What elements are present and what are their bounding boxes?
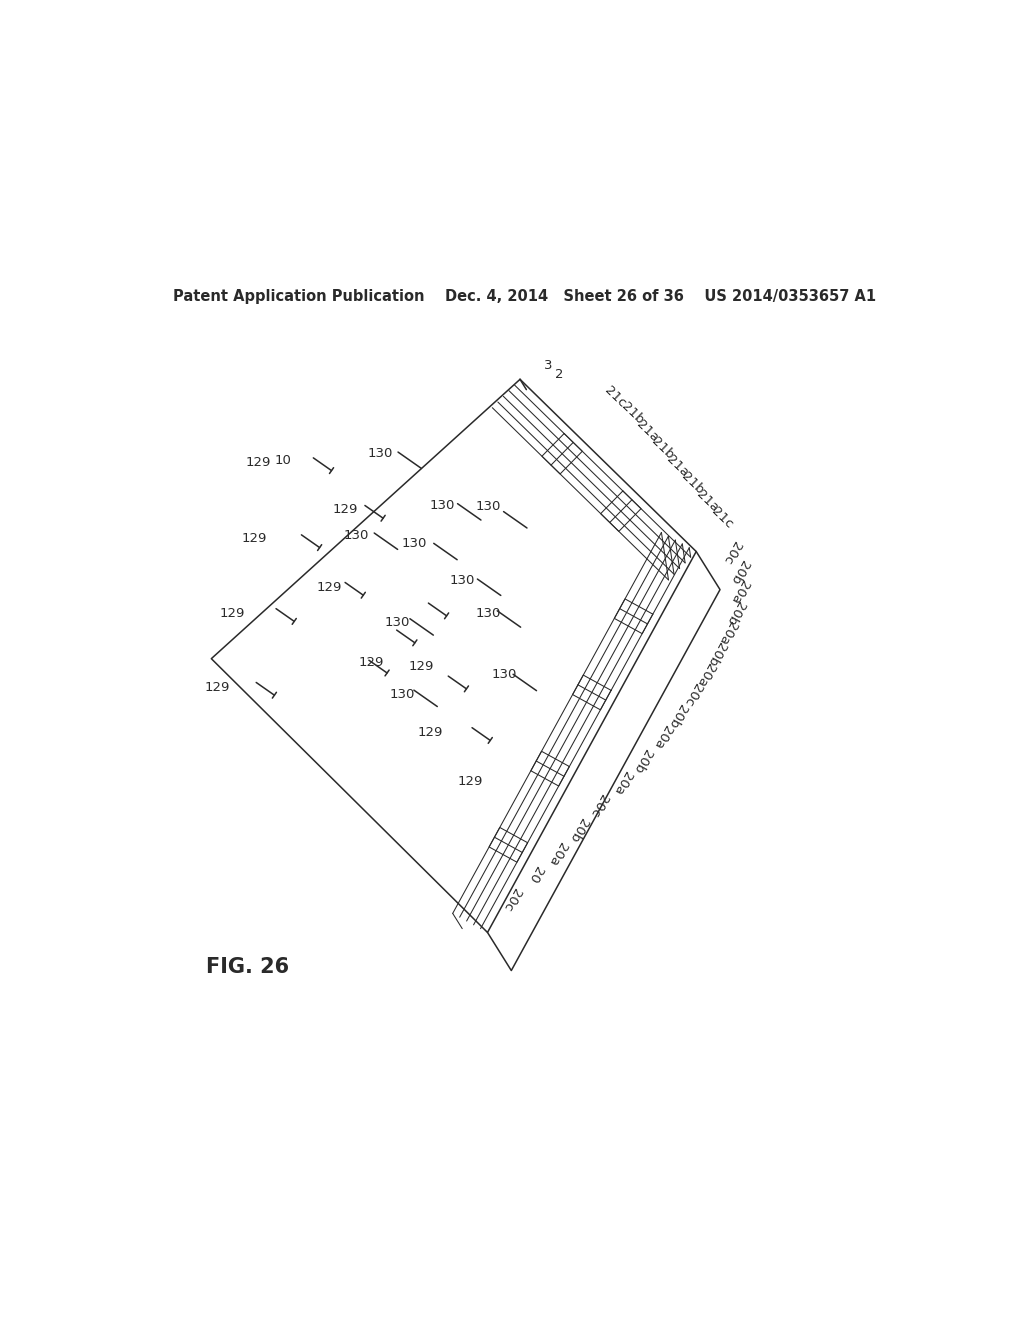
Text: 20b: 20b xyxy=(703,640,727,668)
Text: 21b: 21b xyxy=(649,436,676,462)
Text: 20c: 20c xyxy=(681,681,703,709)
Text: 129: 129 xyxy=(333,503,358,516)
Text: 130: 130 xyxy=(492,668,517,681)
Text: 20b: 20b xyxy=(727,558,752,586)
Text: 129: 129 xyxy=(458,775,482,788)
Text: 130: 130 xyxy=(430,499,455,512)
Text: 130: 130 xyxy=(450,574,475,587)
Text: 21a: 21a xyxy=(664,453,691,479)
Text: 21a: 21a xyxy=(634,417,660,445)
Text: 20c: 20c xyxy=(500,886,522,913)
Text: 20b: 20b xyxy=(666,701,689,730)
Text: 129: 129 xyxy=(242,532,267,545)
Text: Patent Application Publication    Dec. 4, 2014   Sheet 26 of 36    US 2014/03536: Patent Application Publication Dec. 4, 2… xyxy=(173,289,877,305)
Text: 3: 3 xyxy=(545,359,553,371)
Text: 129: 129 xyxy=(246,457,270,469)
Text: 21a: 21a xyxy=(694,487,721,515)
Text: 130: 130 xyxy=(401,537,427,550)
Text: 20a: 20a xyxy=(650,723,674,751)
Text: 129: 129 xyxy=(316,581,342,594)
Text: 20b: 20b xyxy=(630,747,653,775)
Text: 20: 20 xyxy=(525,863,545,884)
Text: 129: 129 xyxy=(418,726,443,739)
Text: 20a: 20a xyxy=(715,618,738,647)
Text: 130: 130 xyxy=(384,616,410,630)
Text: 129: 129 xyxy=(409,660,434,673)
Text: 130: 130 xyxy=(475,607,501,620)
Text: 21c: 21c xyxy=(710,504,735,531)
Text: 20a: 20a xyxy=(545,840,568,867)
Text: 129: 129 xyxy=(358,656,384,669)
Text: 130: 130 xyxy=(368,447,393,461)
Text: 21c: 21c xyxy=(602,383,629,409)
Text: 130: 130 xyxy=(344,529,370,543)
Text: 20a: 20a xyxy=(693,660,717,689)
Text: 20a: 20a xyxy=(610,768,634,796)
Text: 21b: 21b xyxy=(618,400,646,428)
Text: 130: 130 xyxy=(475,500,501,512)
Text: 130: 130 xyxy=(390,688,416,701)
Text: 20b: 20b xyxy=(566,816,590,845)
Text: 129: 129 xyxy=(219,607,245,620)
Text: 20b: 20b xyxy=(723,598,746,627)
Text: 10: 10 xyxy=(274,454,292,467)
Text: 20a: 20a xyxy=(728,578,752,606)
Text: FIG. 26: FIG. 26 xyxy=(206,957,289,977)
Text: 20c: 20c xyxy=(587,792,610,820)
Text: 21b: 21b xyxy=(679,470,707,498)
Text: 129: 129 xyxy=(205,681,230,694)
Text: 2: 2 xyxy=(555,368,563,381)
Text: 20c: 20c xyxy=(720,539,743,565)
